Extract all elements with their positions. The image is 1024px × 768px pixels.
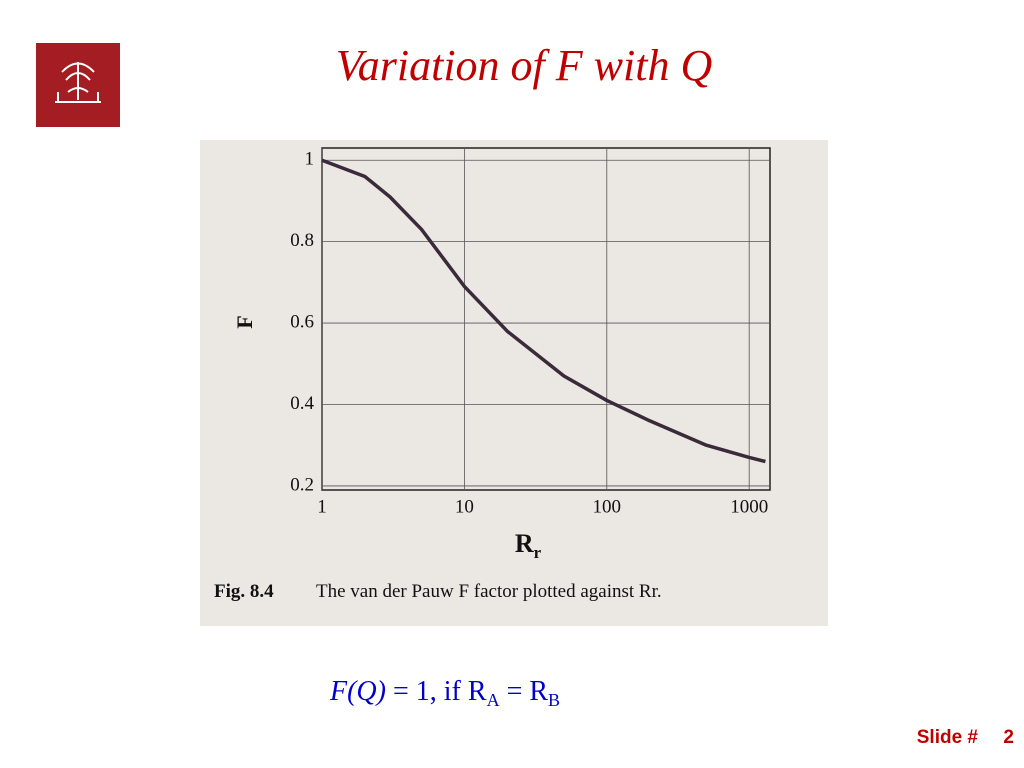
y-tick-label: 1 xyxy=(305,149,315,170)
formula-sub-b: B xyxy=(548,690,560,710)
caption-number: Fig. 8.4 xyxy=(214,581,274,602)
formula-eq: = R xyxy=(507,676,549,707)
slide-label: Slide # xyxy=(917,727,979,748)
x-tick-label: 100 xyxy=(593,496,622,517)
formula-sub-a: A xyxy=(487,690,500,710)
x-axis-label-sub: r xyxy=(534,543,542,562)
x-tick-label: 10 xyxy=(455,496,474,517)
x-tick-label: 1000 xyxy=(730,496,768,517)
y-axis-label: F xyxy=(232,315,257,328)
caption-text: The van der Pauw F factor plotted agains… xyxy=(316,581,662,602)
y-tick-label: 0.8 xyxy=(290,230,314,251)
slide-title: Variation of F with Q xyxy=(336,41,712,90)
formula-lhs: F(Q) xyxy=(329,676,386,707)
x-axis-label: Rr xyxy=(515,529,542,562)
chart: 0.2 0.4 0.6 0.8 1 1 10 100 1000 F Rr xyxy=(232,147,771,562)
y-tick-label: 0.2 xyxy=(290,474,314,495)
slide-number: 2 xyxy=(1003,727,1014,748)
figure-background xyxy=(200,140,828,626)
formula-rest: = 1, if R xyxy=(393,676,487,707)
formula: F(Q) = 1, if RA = RB xyxy=(329,676,560,713)
x-tick-label: 1 xyxy=(317,496,327,517)
y-tick-label: 0.4 xyxy=(290,393,314,414)
logo-emblem xyxy=(55,62,101,103)
curve xyxy=(321,158,766,464)
y-tick-label: 0.6 xyxy=(290,311,314,332)
x-axis-label-main: R xyxy=(515,529,534,558)
